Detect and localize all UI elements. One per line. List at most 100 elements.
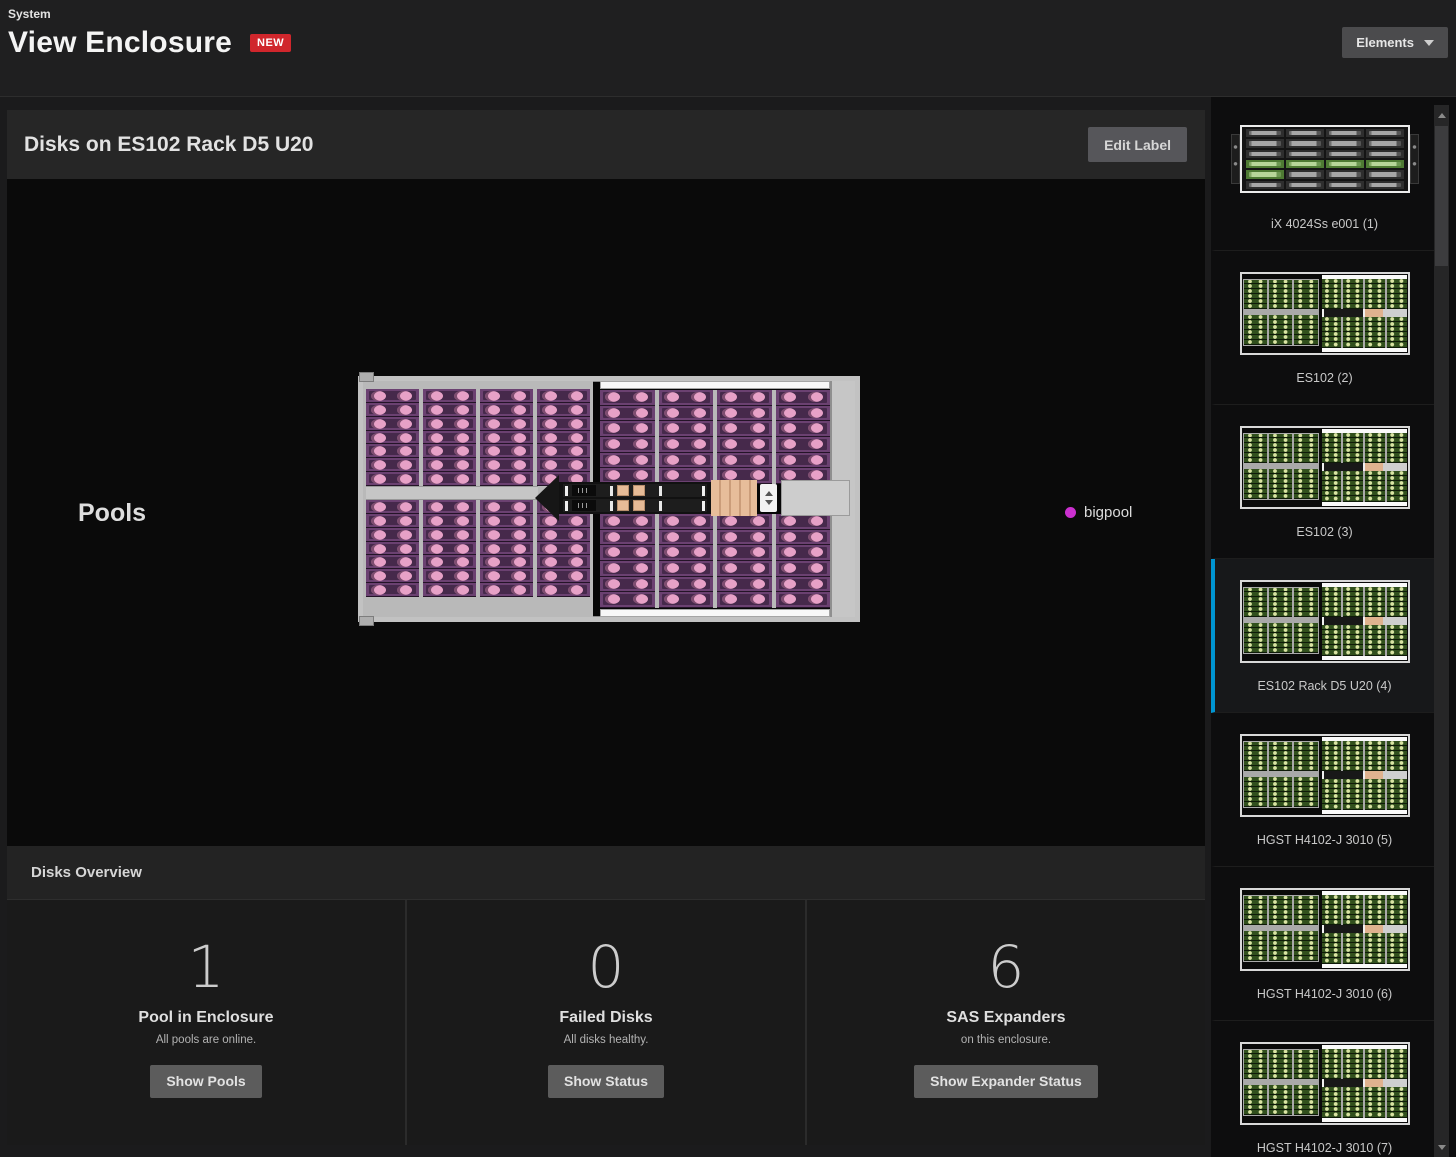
disk-slot[interactable] — [423, 569, 476, 584]
disk-slot[interactable] — [423, 513, 476, 528]
sidebar-item-enclosure-6[interactable]: HGST H4102-J 3010 (6) — [1211, 867, 1434, 1021]
scrollbar-thumb[interactable] — [1435, 126, 1448, 266]
disk-slot[interactable] — [366, 389, 419, 403]
disk-slot[interactable] — [658, 452, 713, 469]
disk-slot[interactable] — [600, 514, 655, 530]
disk-slot[interactable] — [537, 416, 590, 431]
disk-slot[interactable] — [775, 545, 830, 561]
disk-slot[interactable] — [658, 405, 713, 422]
scroll-up-button[interactable] — [1434, 105, 1449, 125]
disk-slot[interactable] — [717, 592, 772, 608]
disk-slot[interactable] — [537, 569, 590, 584]
disk-slot[interactable] — [717, 421, 772, 437]
sidebar-item-enclosure-5[interactable]: HGST H4102-J 3010 (5) — [1211, 713, 1434, 867]
disk-slot[interactable] — [480, 444, 533, 459]
disk-slot[interactable] — [480, 541, 533, 556]
sidebar-scrollbar[interactable] — [1434, 105, 1449, 1157]
disk-slot[interactable] — [600, 421, 655, 437]
disk-slot[interactable] — [366, 569, 419, 584]
disk-slot[interactable] — [717, 561, 772, 577]
disk-slot[interactable] — [537, 402, 590, 417]
disk-slot[interactable] — [480, 472, 533, 486]
disk-slot[interactable] — [775, 405, 830, 422]
disk-slot[interactable] — [717, 405, 772, 422]
disk-slot[interactable] — [658, 529, 713, 546]
disk-slot[interactable] — [658, 514, 713, 530]
card-action-button[interactable]: Show Pools — [150, 1064, 262, 1098]
disk-slot[interactable] — [366, 416, 419, 431]
disk-slot[interactable] — [366, 444, 419, 459]
disk-slot[interactable] — [480, 430, 533, 445]
disk-slot[interactable] — [366, 458, 419, 473]
disk-slot[interactable] — [366, 430, 419, 445]
disk-slot[interactable] — [366, 472, 419, 486]
disk-slot[interactable] — [658, 592, 713, 608]
disk-slot[interactable] — [600, 437, 655, 453]
disk-slot[interactable] — [775, 421, 830, 437]
sidebar-item-enclosure-4[interactable]: ES102 Rack D5 U20 (4) — [1211, 559, 1434, 713]
disk-slot[interactable] — [717, 514, 772, 530]
disk-slot[interactable] — [366, 527, 419, 542]
disk-slot[interactable] — [775, 561, 830, 577]
disk-slot[interactable] — [775, 390, 830, 406]
sidebar-item-enclosure-3[interactable]: ES102 (3) — [1211, 405, 1434, 559]
disk-slot[interactable] — [423, 527, 476, 542]
pool-legend[interactable]: bigpool — [1065, 504, 1132, 521]
disk-slot[interactable] — [480, 416, 533, 431]
disk-slot[interactable] — [658, 437, 713, 453]
disk-slot[interactable] — [600, 452, 655, 469]
disk-slot[interactable] — [775, 452, 830, 469]
disk-slot[interactable] — [480, 513, 533, 528]
disk-slot[interactable] — [423, 500, 476, 514]
disk-slot[interactable] — [480, 569, 533, 584]
disk-slot[interactable] — [480, 527, 533, 542]
disk-slot[interactable] — [537, 583, 590, 597]
disk-slot[interactable] — [658, 390, 713, 406]
disk-slot[interactable] — [717, 529, 772, 546]
disk-slot[interactable] — [600, 561, 655, 577]
disk-slot[interactable] — [366, 583, 419, 597]
disk-slot[interactable] — [600, 405, 655, 422]
disk-slot[interactable] — [537, 541, 590, 556]
disk-slot[interactable] — [480, 389, 533, 403]
disk-slot[interactable] — [600, 576, 655, 593]
disk-slot[interactable] — [658, 561, 713, 577]
disk-slot[interactable] — [600, 529, 655, 546]
disk-slot[interactable] — [717, 545, 772, 561]
disk-slot[interactable] — [366, 402, 419, 417]
disk-slot[interactable] — [537, 389, 590, 403]
edit-label-button[interactable]: Edit Label — [1088, 127, 1187, 162]
disk-slot[interactable] — [480, 500, 533, 514]
disk-slot[interactable] — [423, 458, 476, 473]
disk-slot[interactable] — [537, 555, 590, 570]
disk-slot[interactable] — [775, 576, 830, 593]
disk-slot[interactable] — [423, 402, 476, 417]
disk-slot[interactable] — [775, 592, 830, 608]
disk-slot[interactable] — [658, 421, 713, 437]
disk-slot[interactable] — [658, 576, 713, 593]
disk-slot[interactable] — [537, 458, 590, 473]
disk-slot[interactable] — [537, 527, 590, 542]
disk-slot[interactable] — [600, 545, 655, 561]
disk-slot[interactable] — [366, 500, 419, 514]
disk-slot[interactable] — [717, 452, 772, 469]
disk-slot[interactable] — [423, 472, 476, 486]
disk-slot[interactable] — [366, 555, 419, 570]
disk-slot[interactable] — [537, 444, 590, 459]
disk-slot[interactable] — [480, 583, 533, 597]
disk-slot[interactable] — [717, 576, 772, 593]
card-action-button[interactable]: Show Status — [547, 1064, 664, 1098]
disk-slot[interactable] — [600, 592, 655, 608]
disk-slot[interactable] — [537, 430, 590, 445]
elements-dropdown-button[interactable]: Elements — [1342, 27, 1448, 58]
disk-slot[interactable] — [423, 444, 476, 459]
sidebar-item-enclosure-2[interactable]: ES102 (2) — [1211, 251, 1434, 405]
disk-slot[interactable] — [717, 390, 772, 406]
disk-slot[interactable] — [366, 513, 419, 528]
breadcrumb[interactable]: System — [8, 7, 51, 21]
disk-slot[interactable] — [480, 458, 533, 473]
sidebar-item-enclosure-7[interactable]: HGST H4102-J 3010 (7) — [1211, 1021, 1434, 1157]
disk-slot[interactable] — [600, 390, 655, 406]
disk-slot[interactable] — [423, 555, 476, 570]
disk-slot[interactable] — [423, 416, 476, 431]
